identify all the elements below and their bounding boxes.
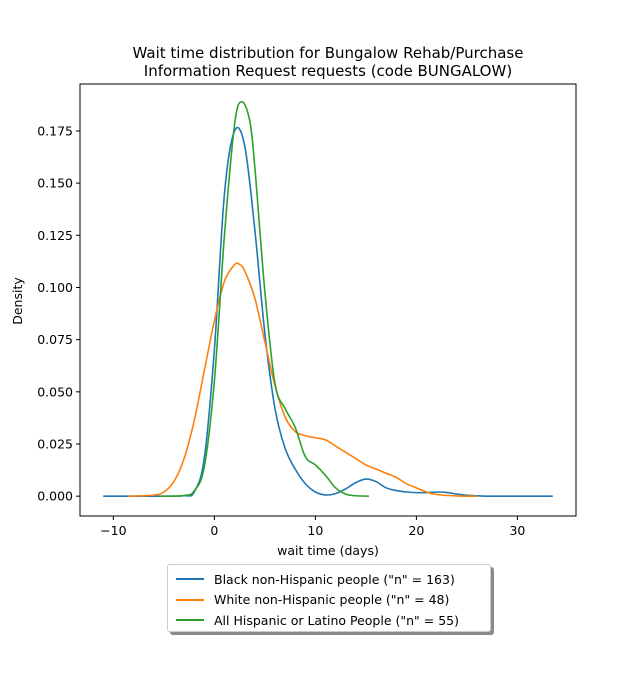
y-tick-label: 0.075 [37,332,73,347]
series-line-1 [128,262,478,497]
legend-label: All Hispanic or Latino People ("n" = 55) [214,612,459,628]
x-tick-label: 30 [509,523,525,538]
legend-item-0: Black non-Hispanic people ("n" = 163) [176,569,482,590]
x-axis: −10 0 10 20 30 [100,516,525,538]
x-tick-label: 20 [408,523,424,538]
y-tick-label: 0.000 [37,489,73,504]
legend-item-2: All Hispanic or Latino People ("n" = 55) [176,610,482,631]
y-tick-label: 0.125 [37,228,73,243]
legend: Black non-Hispanic people ("n" = 163) Whi… [167,564,491,632]
legend-swatch [176,598,204,601]
series-layer [103,100,553,498]
series-line-2 [158,100,369,497]
chart-title-line1: Wait time distribution for Bungalow Reha… [133,44,524,62]
x-tick-label: 10 [307,523,323,538]
legend-label: Black non-Hispanic people ("n" = 163) [214,571,455,587]
y-axis-label: Density [10,277,25,325]
y-tick-label: 0.175 [37,123,73,138]
y-tick-label: 0.050 [37,384,73,399]
legend-item-1: White non-Hispanic people ("n" = 48) [176,590,482,611]
y-tick-label: 0.150 [37,176,73,191]
y-tick-label: 0.025 [37,437,73,452]
y-tick-label: 0.100 [37,280,73,295]
chart-title-line2: Information Request requests (code BUNGA… [144,62,512,80]
x-tick-label: −10 [100,523,126,538]
plot-frame [79,83,577,517]
legend-swatch [176,619,204,622]
x-tick-label: 0 [210,523,218,538]
y-axis: 0.000 0.025 0.050 0.075 0.100 0.125 0.150 0.175 [37,123,80,504]
x-axis-label: wait time (days) [277,543,379,558]
legend-swatch [176,578,204,581]
legend-label: White non-Hispanic people ("n" = 48) [214,592,450,608]
